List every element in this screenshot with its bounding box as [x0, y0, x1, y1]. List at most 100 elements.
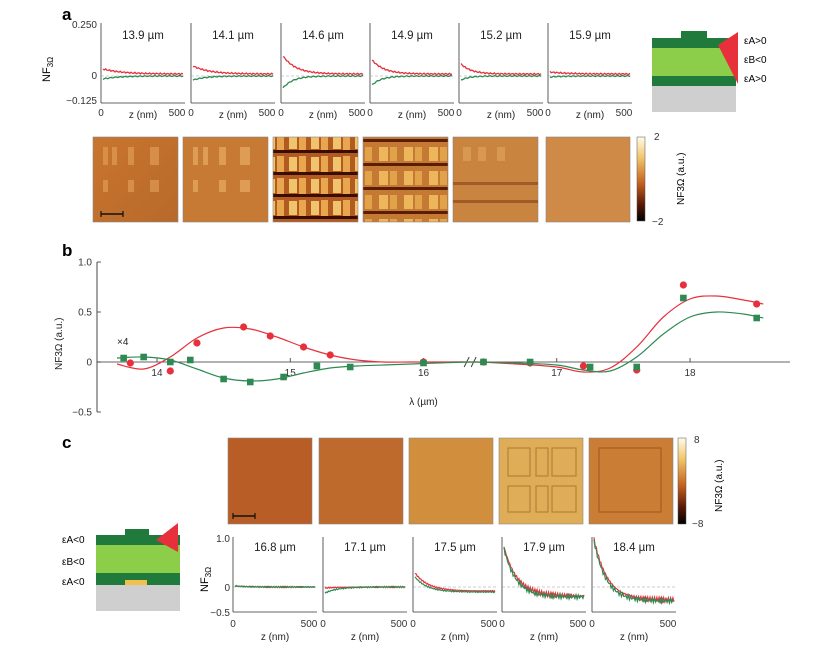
panel-b-red-point — [753, 300, 761, 308]
stack-c-label-bot: εA<0 — [62, 577, 85, 588]
panel-b-chart: 1.0 0.5 0 −0.5 14 15 16 17 18 λ (µm) NF3Ω (a.u.) ×4 — [54, 258, 790, 419]
panel-a-xtick-0: 0 — [367, 108, 373, 119]
panel-b-green-point — [120, 354, 127, 362]
panel-a-xlabel: z (nm) — [576, 110, 604, 121]
panel-c-xtick-0: 0 — [320, 619, 326, 630]
panel-a-green-profile — [371, 74, 453, 86]
panel-a-green-profile — [192, 74, 274, 81]
panel-a-xlabel: z (nm) — [398, 110, 426, 121]
panel-c-wavelength-4: 18.4 µm — [613, 542, 655, 554]
nf-image-17-5 — [408, 437, 494, 525]
panel-a-red-profile — [549, 70, 631, 76]
nf-image-17-9 — [498, 437, 584, 525]
colorbar-c-min: −8 — [692, 519, 704, 530]
panel-b-red-point — [299, 343, 308, 351]
stack-diagram-a: εA>0 εB<0 εA>0 — [652, 31, 767, 112]
panel-b-green-point — [186, 356, 194, 364]
panel-b-green-point — [346, 363, 354, 371]
panel-a-xtick-500: 500 — [169, 108, 186, 119]
panel-b-green-point — [220, 375, 227, 383]
panel-c-green-profile — [503, 546, 585, 602]
colorbar-a — [636, 136, 646, 222]
colorbar-c-label: NF3Ω (a.u.) — [714, 460, 725, 513]
panel-b-green-point — [166, 358, 174, 366]
panel-a-xtick-500: 500 — [438, 108, 455, 119]
nf-image-17-9-pattern — [507, 447, 577, 513]
panel-c-xtick-0: 0 — [230, 619, 236, 630]
panel-a-wavelength-3: 14.9 µm — [391, 30, 433, 42]
panel-c-wavelength-1: 17.1 µm — [344, 542, 386, 554]
panel-c-ytick-top: 1.0 — [216, 534, 230, 545]
panel-a-plot-1: 14.1 µm 0 500 z (nm) — [188, 23, 276, 121]
panel-a-red-profile — [102, 68, 184, 76]
panel-c-green-profile — [414, 576, 496, 594]
panel-c-green-profile — [593, 539, 675, 606]
panel-a-xlabel: z (nm) — [309, 110, 337, 121]
panel-a-wavelength-4: 15.2 µm — [480, 30, 522, 42]
panel-b-xtick-label: 18 — [684, 368, 696, 379]
panel-a-red-profile — [192, 65, 274, 76]
nf-image-14-9 — [362, 136, 449, 223]
panel-a-plot-2: 14.6 µm 0 500 z (nm) — [278, 23, 366, 121]
panel-b-green-point — [313, 362, 321, 370]
panel-a-ylabel: NF3Ω — [41, 57, 55, 82]
panel-b-xtick-label: 16 — [418, 368, 430, 379]
panel-b-green-point — [280, 373, 287, 381]
panel-a-wavelength-2: 14.6 µm — [302, 30, 344, 42]
panel-c-xtick-500: 500 — [391, 619, 408, 630]
panel-b-green-point — [753, 314, 760, 322]
panel-a-xtick-500: 500 — [349, 108, 366, 119]
panel-a-green-profile — [549, 74, 631, 79]
panel-c-xtick-500: 500 — [660, 619, 677, 630]
panel-a-ytick-top: 0.250 — [72, 20, 97, 31]
tip-icon-a — [718, 32, 738, 84]
panel-c-red-profile — [414, 572, 496, 593]
panel-a-ytick-zero: 0 — [91, 71, 97, 82]
panel-a-ytick-bottom: −0.125 — [66, 96, 97, 107]
panel-a-ylabel-sub: 3Ω — [46, 57, 55, 67]
panel-c-ylabel: NF3Ω — [199, 567, 213, 592]
panel-a-xtick-500: 500 — [259, 108, 276, 119]
panel-b-green-point — [246, 378, 254, 386]
stack-a-label-mid: εB<0 — [744, 55, 767, 66]
panel-b-xtick-label: 15 — [285, 368, 297, 379]
panel-c-ytick-zero: 0 — [224, 583, 230, 594]
panel-c-xtick-500: 500 — [570, 619, 587, 630]
panel-c-green-profile — [324, 585, 406, 594]
colorbar-a-max: 2 — [654, 132, 660, 143]
panel-c-plot-1: 17.1 µm 0 500 z (nm) — [320, 537, 408, 643]
panel-a-xlabel: z (nm) — [487, 110, 515, 121]
panel-label-b: b — [62, 241, 72, 260]
panel-c-xlabel: z (nm) — [351, 632, 379, 643]
panel-c-ylabel-main: NF — [199, 577, 211, 592]
panel-c-wavelength-0: 16.8 µm — [254, 542, 296, 554]
panel-a-red-profile — [371, 59, 453, 76]
panel-b-fit-curve-0 — [116, 295, 764, 373]
panel-a-wavelength-1: 14.1 µm — [212, 30, 254, 42]
panel-a-xlabel: z (nm) — [219, 110, 247, 121]
panel-c-xlabel: z (nm) — [620, 632, 648, 643]
nf-image-13-9-pattern — [103, 147, 159, 192]
panel-a-plot-4: 15.2 µm 0 500 z (nm) — [456, 23, 544, 121]
nf-image-14-1-pattern — [193, 147, 250, 192]
panel-a-wavelength-0: 13.9 µm — [122, 30, 164, 42]
panel-b-ytick-label: −0.5 — [72, 408, 92, 419]
colorbar-a-min: −2 — [652, 217, 664, 228]
panel-c-nearfield-images — [227, 437, 674, 525]
panel-a-ylabel-main: NF — [41, 67, 53, 82]
nf-image-17-1 — [318, 437, 404, 525]
panel-b-green-point — [480, 358, 487, 366]
panel-c-xtick-500: 500 — [481, 619, 498, 630]
colorbar-c-max: 8 — [694, 435, 700, 446]
panel-b-red-point — [326, 351, 334, 359]
panel-a-xlabel: z (nm) — [129, 110, 157, 121]
panel-b-ytick-label: 0 — [86, 358, 92, 369]
stack-c-label-top: εA<0 — [62, 535, 85, 546]
panel-a-xtick-0: 0 — [278, 108, 284, 119]
panel-a-wavelength-5: 15.9 µm — [569, 30, 611, 42]
stack-diagram-c: εA<0 εB<0 εA<0 — [62, 523, 180, 611]
panel-b-green-point — [420, 359, 427, 367]
colorbar-a-label: NF3Ω (a.u.) — [676, 153, 687, 206]
panel-c-xtick-0: 0 — [589, 619, 595, 630]
